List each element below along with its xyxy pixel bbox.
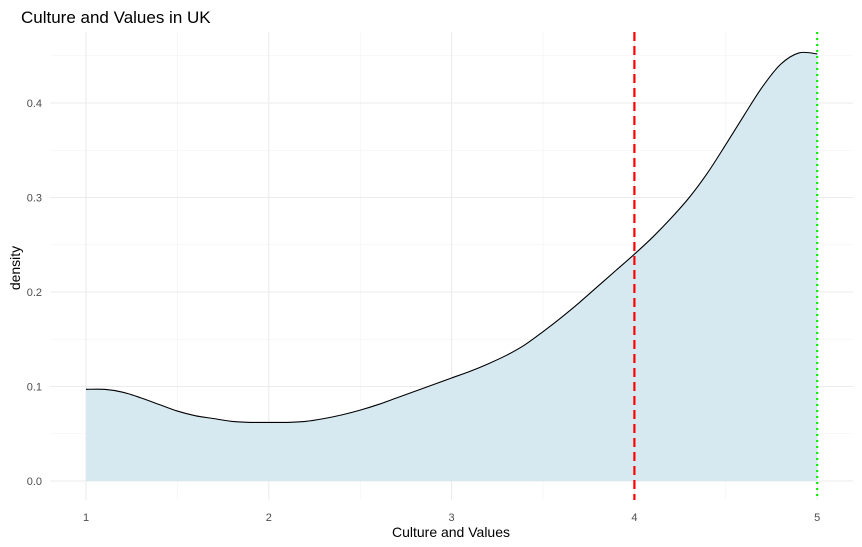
chart-title: Culture and Values in UK	[21, 8, 211, 27]
x-tick-label: 3	[449, 512, 455, 524]
x-tick-label: 2	[266, 512, 272, 524]
x-axis-title: Culture and Values	[392, 524, 510, 540]
y-tick-label: 0.4	[27, 98, 42, 110]
y-tick-label: 0.3	[27, 193, 42, 205]
y-axis-title: density	[7, 246, 23, 290]
y-tick-label: 0.0	[27, 476, 42, 488]
x-tick-label: 4	[631, 512, 637, 524]
tick-labels: 1 2 3 4 5 0.0 0.1 0.2 0.3 0.4	[27, 98, 821, 524]
x-tick-label: 5	[814, 512, 820, 524]
y-tick-label: 0.2	[27, 287, 42, 299]
y-tick-label: 0.1	[27, 382, 42, 394]
x-tick-label: 1	[83, 512, 89, 524]
density-curve-line	[85, 51, 818, 424]
reference-lines	[633, 32, 819, 500]
